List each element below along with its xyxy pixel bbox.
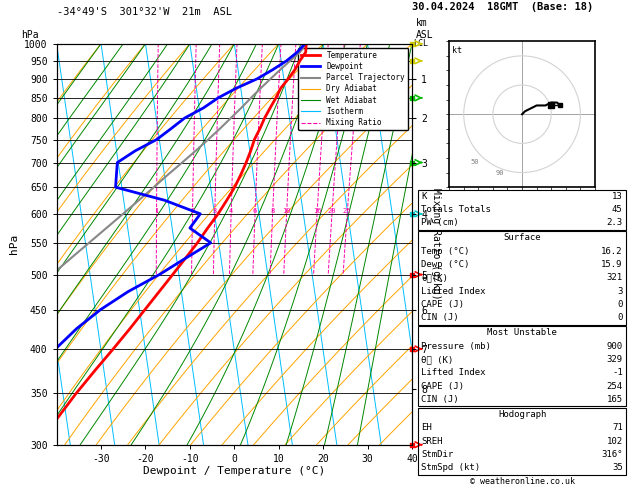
Text: Most Unstable: Most Unstable <box>487 328 557 337</box>
Text: 165: 165 <box>606 395 623 404</box>
Text: 90: 90 <box>496 170 504 175</box>
Text: 321: 321 <box>606 273 623 282</box>
Text: 45: 45 <box>612 205 623 214</box>
Text: 6: 6 <box>253 208 257 214</box>
Text: 900: 900 <box>606 342 623 351</box>
Text: 30.04.2024  18GMT  (Base: 18): 30.04.2024 18GMT (Base: 18) <box>412 2 593 12</box>
Text: 1: 1 <box>154 208 159 214</box>
Text: -34°49'S  301°32'W  21m  ASL: -34°49'S 301°32'W 21m ASL <box>57 7 231 17</box>
Text: SREH: SREH <box>421 436 443 446</box>
Text: 15.9: 15.9 <box>601 260 623 269</box>
Text: Temp (°C): Temp (°C) <box>421 246 470 256</box>
Text: Lifted Index: Lifted Index <box>421 287 486 296</box>
Text: 2.3: 2.3 <box>606 218 623 227</box>
Text: Lifted Index: Lifted Index <box>421 368 486 378</box>
Text: Pressure (mb): Pressure (mb) <box>421 342 491 351</box>
Text: CAPE (J): CAPE (J) <box>421 300 464 309</box>
Text: EH: EH <box>421 423 432 433</box>
Text: Surface: Surface <box>503 233 541 243</box>
Text: kt: kt <box>452 46 462 55</box>
Text: CIN (J): CIN (J) <box>421 313 459 323</box>
Text: 2: 2 <box>191 208 194 214</box>
Text: 16: 16 <box>313 208 321 214</box>
Text: 50: 50 <box>470 158 479 165</box>
Text: Totals Totals: Totals Totals <box>421 205 491 214</box>
Text: 316°: 316° <box>601 450 623 459</box>
Text: θᴇ(K): θᴇ(K) <box>421 273 448 282</box>
Text: StmSpd (kt): StmSpd (kt) <box>421 463 481 472</box>
Text: 13: 13 <box>612 191 623 201</box>
Legend: Temperature, Dewpoint, Parcel Trajectory, Dry Adiabat, Wet Adiabat, Isotherm, Mi: Temperature, Dewpoint, Parcel Trajectory… <box>298 48 408 130</box>
Text: θᴇ (K): θᴇ (K) <box>421 355 454 364</box>
Text: 16.2: 16.2 <box>601 246 623 256</box>
Text: © weatheronline.co.uk: © weatheronline.co.uk <box>470 477 574 486</box>
Text: 8: 8 <box>270 208 275 214</box>
X-axis label: Dewpoint / Temperature (°C): Dewpoint / Temperature (°C) <box>143 467 325 476</box>
Text: hPa: hPa <box>21 30 39 40</box>
Text: 3: 3 <box>617 287 623 296</box>
Text: StmDir: StmDir <box>421 450 454 459</box>
Y-axis label: Mixing Ratio (g/kg): Mixing Ratio (g/kg) <box>431 189 441 300</box>
Y-axis label: hPa: hPa <box>9 234 18 254</box>
Text: 329: 329 <box>606 355 623 364</box>
Text: 3: 3 <box>213 208 217 214</box>
Text: 0: 0 <box>617 313 623 323</box>
Text: 35: 35 <box>612 463 623 472</box>
Text: 0: 0 <box>617 300 623 309</box>
Text: 20: 20 <box>328 208 337 214</box>
Text: LCL: LCL <box>413 39 428 48</box>
Text: Dewp (°C): Dewp (°C) <box>421 260 470 269</box>
Text: km
ASL: km ASL <box>416 18 433 40</box>
Text: -1: -1 <box>612 368 623 378</box>
Text: K: K <box>421 191 427 201</box>
Text: PW (cm): PW (cm) <box>421 218 459 227</box>
Text: 102: 102 <box>606 436 623 446</box>
Text: 10: 10 <box>282 208 291 214</box>
Text: CAPE (J): CAPE (J) <box>421 382 464 391</box>
Text: 71: 71 <box>612 423 623 433</box>
Text: 25: 25 <box>343 208 352 214</box>
Text: 254: 254 <box>606 382 623 391</box>
Text: CIN (J): CIN (J) <box>421 395 459 404</box>
Text: 4: 4 <box>229 208 233 214</box>
Text: Hodograph: Hodograph <box>498 410 546 419</box>
